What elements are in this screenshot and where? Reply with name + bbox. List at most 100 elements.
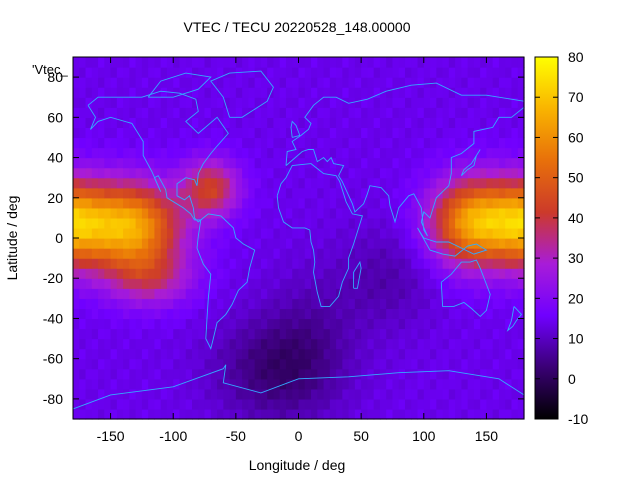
- heatmap-cell: [85, 167, 93, 179]
- heatmap-cell: [166, 177, 174, 189]
- heatmap-cell: [91, 117, 99, 128]
- heatmap-cell: [110, 117, 118, 128]
- heatmap-cell: [204, 238, 212, 249]
- heatmap-cell: [91, 348, 99, 360]
- heatmap-cell: [223, 268, 231, 279]
- heatmap-cell: [179, 67, 187, 78]
- heatmap-cell: [116, 288, 124, 299]
- heatmap-cell: [148, 338, 156, 350]
- y-tick-label: 80: [47, 69, 63, 85]
- heatmap-cell: [511, 147, 519, 159]
- heatmap-cell: [141, 87, 149, 98]
- heatmap-cell: [411, 187, 419, 199]
- heatmap-cell: [342, 388, 350, 400]
- heatmap-cell: [473, 127, 481, 139]
- heatmap-cell: [166, 57, 174, 68]
- heatmap-cell: [273, 97, 281, 108]
- heatmap-cell: [480, 87, 488, 98]
- heatmap-cell: [442, 137, 450, 149]
- heatmap-cell: [436, 197, 444, 209]
- heatmap-cell: [430, 288, 437, 299]
- heatmap-cell: [336, 388, 343, 400]
- heatmap-cell: [467, 177, 475, 189]
- heatmap-cell: [116, 167, 124, 179]
- heatmap-cell: [354, 77, 362, 88]
- heatmap-cell: [480, 197, 488, 209]
- heatmap-cell: [486, 187, 494, 199]
- heatmap-cell: [242, 288, 249, 299]
- heatmap-cell: [367, 388, 375, 400]
- heatmap-cell: [166, 328, 174, 340]
- heatmap-cell: [329, 147, 337, 159]
- heatmap-cell: [229, 157, 237, 169]
- heatmap-cell: [192, 238, 199, 249]
- heatmap-cell: [448, 77, 456, 88]
- heatmap-cell: [498, 77, 506, 88]
- heatmap-cell: [192, 328, 199, 340]
- heatmap-cell: [210, 87, 218, 98]
- heatmap-cell: [179, 207, 187, 219]
- heatmap-cell: [254, 328, 262, 340]
- heatmap-cell: [392, 107, 400, 118]
- heatmap-cell: [398, 288, 406, 299]
- heatmap-cell: [379, 238, 387, 249]
- heatmap-cell: [267, 157, 275, 169]
- heatmap-cell: [342, 368, 350, 380]
- heatmap-cell: [104, 67, 112, 78]
- heatmap-cell: [198, 77, 206, 88]
- heatmap-cell: [511, 378, 519, 390]
- heatmap-cell: [166, 318, 174, 330]
- heatmap-cell: [98, 57, 105, 68]
- heatmap-cell: [455, 147, 462, 159]
- heatmap-cell: [254, 107, 262, 118]
- heatmap-cell: [217, 398, 224, 410]
- heatmap-cell: [210, 238, 218, 249]
- heatmap-cell: [116, 378, 124, 390]
- heatmap-cell: [436, 157, 444, 169]
- heatmap-cell: [367, 107, 375, 118]
- heatmap-cell: [461, 77, 469, 88]
- heatmap-cell: [455, 207, 462, 219]
- heatmap-cell: [279, 308, 287, 320]
- heatmap-cell: [192, 57, 199, 68]
- heatmap-cell: [73, 368, 80, 380]
- heatmap-cell: [505, 187, 513, 199]
- heatmap-cell: [204, 177, 212, 189]
- heatmap-cell: [235, 258, 243, 269]
- heatmap-cell: [129, 187, 137, 199]
- heatmap-cell: [185, 378, 193, 390]
- heatmap-cell: [154, 77, 162, 88]
- heatmap-cell: [273, 157, 281, 169]
- heatmap-cell: [480, 137, 488, 149]
- heatmap-cell: [404, 248, 412, 259]
- heatmap-cell: [73, 217, 80, 229]
- heatmap-cell: [141, 408, 149, 420]
- heatmap-cell: [273, 87, 281, 98]
- heatmap-cell: [461, 288, 469, 299]
- heatmap-cell: [116, 338, 124, 350]
- heatmap-cell: [498, 67, 506, 78]
- heatmap-cell: [480, 238, 488, 249]
- heatmap-cell: [480, 77, 488, 88]
- heatmap-cell: [430, 157, 437, 169]
- heatmap-cell: [473, 117, 481, 128]
- heatmap-cell: [455, 57, 462, 68]
- heatmap-cell: [148, 248, 156, 259]
- heatmap-cell: [235, 288, 243, 299]
- heatmap-cell: [254, 77, 262, 88]
- heatmap-cell: [279, 147, 287, 159]
- heatmap-cell: [323, 358, 331, 370]
- heatmap-cell: [455, 358, 462, 370]
- heatmap-cell: [185, 368, 193, 380]
- heatmap-cell: [423, 137, 431, 149]
- heatmap-cell: [73, 238, 80, 249]
- heatmap-cell: [348, 348, 356, 360]
- heatmap-cell: [204, 318, 212, 330]
- heatmap-cell: [242, 348, 249, 360]
- heatmap-cell: [110, 207, 118, 219]
- heatmap-cell: [492, 288, 500, 299]
- heatmap-cell: [511, 388, 519, 400]
- heatmap-cell: [367, 288, 375, 299]
- heatmap-cell: [273, 207, 281, 219]
